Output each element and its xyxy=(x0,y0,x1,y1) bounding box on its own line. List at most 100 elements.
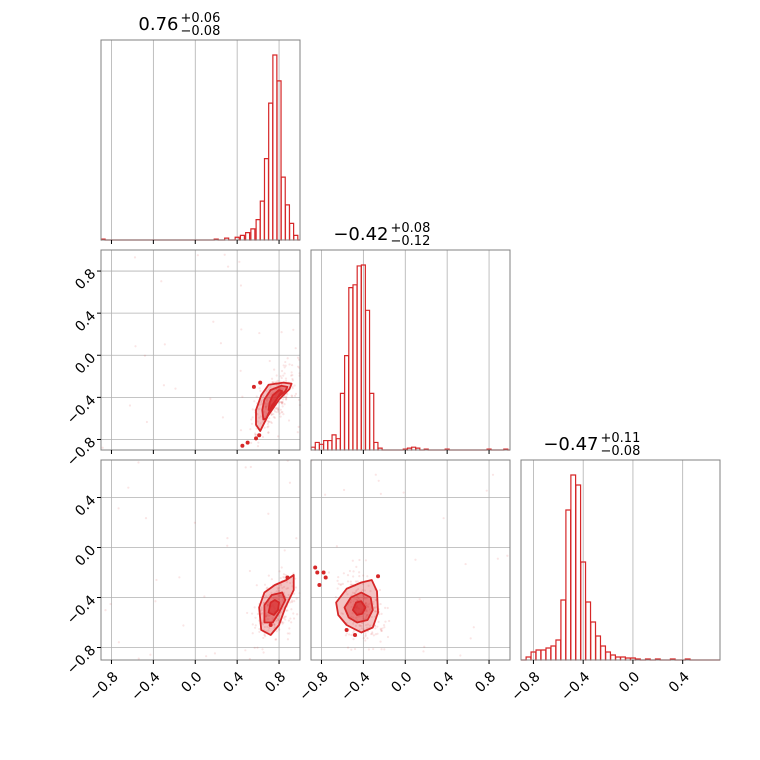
scatter-panel-1-3-sample xyxy=(268,614,271,617)
scatter-panel-2-3-sample xyxy=(357,596,360,600)
scatter-panel-1-3-ytick-label-0: −0.8 xyxy=(64,642,99,677)
scatter-panel-1-2-sample xyxy=(272,381,275,384)
scatter-panel-2-3-sample xyxy=(352,631,355,634)
scatter-panel-1-2-sample xyxy=(286,357,289,360)
scatter-panel-2-3-sample xyxy=(340,583,343,586)
scatter-panel-1-3-sample xyxy=(277,588,280,591)
scatter-panel-2-3-sample xyxy=(339,583,342,586)
scatter-panel-1-2-sample xyxy=(266,399,269,402)
scatter-panel-1-2-sample xyxy=(257,441,260,444)
scatter-panel-2-3-sample xyxy=(374,606,377,609)
title-plus-2: +0.08 xyxy=(391,221,431,236)
scatter-panel-1-3-sample xyxy=(289,601,292,604)
scatter-panel-1-3-sample xyxy=(283,549,286,552)
scatter-panel-2-3-sample xyxy=(365,616,368,619)
scatter-panel-1-2-sample xyxy=(291,364,294,367)
scatter-panel-2-3-sample xyxy=(363,612,366,615)
scatter-panel-1-3-xtick-label-0: −0.8 xyxy=(86,669,121,704)
title-median-3: −0.47 xyxy=(543,434,598,455)
scatter-panel-2-3-sample xyxy=(361,621,364,625)
scatter-panel-1-2-sample xyxy=(267,420,270,423)
scatter-panel-1-3-sample xyxy=(249,465,252,469)
scatter-panel-1-2-sample xyxy=(238,260,241,263)
scatter-panel-2-3-sample xyxy=(366,637,369,640)
scatter-panel-1-3-sample xyxy=(292,617,296,620)
title-plus-1: +0.06 xyxy=(181,11,221,26)
scatter-panel-1-3-sample xyxy=(266,613,269,616)
scatter-panel-1-2 xyxy=(101,250,301,450)
scatter-panel-2-3-sample xyxy=(348,569,352,573)
scatter-panel-1-2-sample xyxy=(262,394,265,397)
scatter-panel-1-2-sample xyxy=(264,405,267,408)
scatter-panel-1-3-sample xyxy=(275,597,278,600)
scatter-panel-1-2-sample xyxy=(291,387,294,390)
scatter-panel-1-3-sample xyxy=(278,598,281,601)
hist-panel-3-xtick-label-0: −0.8 xyxy=(508,669,543,704)
scatter-panel-1-2-sample xyxy=(270,377,274,380)
scatter-panel-2-3-sample xyxy=(367,605,370,608)
scatter-panel-1-2-sample xyxy=(277,410,280,413)
scatter-panel-2-3-sample xyxy=(379,640,382,643)
scatter-panel-2-3-sample xyxy=(491,473,495,476)
scatter-panel-2-3-sample xyxy=(423,645,426,648)
scatter-panel-1-3-sample xyxy=(281,598,285,602)
scatter-panel-1-3-sample xyxy=(251,623,254,626)
scatter-panel-1-2-sample xyxy=(273,408,276,411)
scatter-panel-1-2-sample xyxy=(284,377,288,380)
scatter-panel-1-2-sample xyxy=(265,389,268,392)
scatter-panel-1-3-sample xyxy=(260,612,264,615)
scatter-panel-1-2-sample xyxy=(275,410,278,414)
scatter-panel-1-2-sample xyxy=(251,408,254,411)
scatter-panel-2-3-sample xyxy=(364,617,367,620)
scatter-panel-2-3-sample xyxy=(357,597,360,600)
hist-panel-3-xtick-label-1: −0.4 xyxy=(558,669,593,704)
scatter-panel-1-2-sample xyxy=(285,395,288,398)
scatter-panel-2-3-sample xyxy=(360,627,363,630)
scatter-panel-1-3-sample xyxy=(277,590,280,593)
scatter-panel-2-3-sample xyxy=(472,626,475,629)
scatter-panel-1-3-sample xyxy=(267,602,270,605)
scatter-panel-1-2-sample xyxy=(290,374,293,377)
scatter-panel-2-3-sample xyxy=(374,633,377,636)
scatter-panel-2-3-sample xyxy=(327,571,331,574)
hist-panel-3-xtick-label-2: 0.0 xyxy=(616,669,643,696)
scatter-panel-1-2-sample xyxy=(263,426,266,429)
scatter-panel-1-3-point-0 xyxy=(268,623,273,627)
scatter-panel-2-3-sample xyxy=(352,616,355,619)
scatter-panel-2-3-point-2 xyxy=(321,570,326,575)
scatter-panel-1-3-sample xyxy=(278,589,281,593)
scatter-panel-1-2-sample xyxy=(258,407,261,410)
scatter-panel-2-3-sample xyxy=(374,610,377,613)
scatter-panel-1-3-sample xyxy=(281,586,284,589)
scatter-panel-1-3-sample xyxy=(281,622,284,625)
scatter-panel-1-3-sample xyxy=(117,641,120,644)
scatter-panel-1-3-sample xyxy=(144,517,148,520)
scatter-panel-2-3-point-5 xyxy=(344,628,349,632)
scatter-panel-1-3-sample xyxy=(264,634,267,638)
scatter-panel-1-2-sample xyxy=(281,405,284,408)
scatter-panel-2-3-sample xyxy=(378,613,381,616)
scatter-panel-1-3-sample xyxy=(280,566,283,569)
hist-panel-1-background xyxy=(101,40,300,240)
scatter-panel-2-3-sample xyxy=(352,570,355,573)
scatter-panel-2-3-sample xyxy=(346,646,350,649)
scatter-panel-1-3-sample xyxy=(255,584,258,587)
scatter-panel-2-3-sample xyxy=(459,654,462,657)
scatter-panel-1-2-sample xyxy=(269,385,272,389)
scatter-panel-1-3 xyxy=(101,459,301,661)
scatter-panel-2-3-sample xyxy=(366,623,370,626)
scatter-panel-2-3-sample xyxy=(368,624,372,627)
scatter-panel-2-3-sample xyxy=(374,610,377,613)
scatter-panel-1-3-sample xyxy=(287,619,291,622)
scatter-panel-1-2-sample xyxy=(255,395,258,398)
scatter-panel-1-3-sample xyxy=(295,597,298,600)
scatter-panel-1-2-sample xyxy=(266,397,269,400)
scatter-panel-1-2-sample xyxy=(291,385,294,388)
scatter-panel-2-3-sample xyxy=(344,634,347,637)
scatter-panel-2-3-sample xyxy=(358,571,361,574)
scatter-panel-2-3-point-7 xyxy=(376,574,381,579)
scatter-panel-1-2-sample xyxy=(273,416,277,419)
scatter-panel-2-3 xyxy=(310,459,510,660)
scatter-panel-1-2-contour-1 xyxy=(267,389,284,411)
scatter-panel-1-3-sample xyxy=(273,622,276,625)
